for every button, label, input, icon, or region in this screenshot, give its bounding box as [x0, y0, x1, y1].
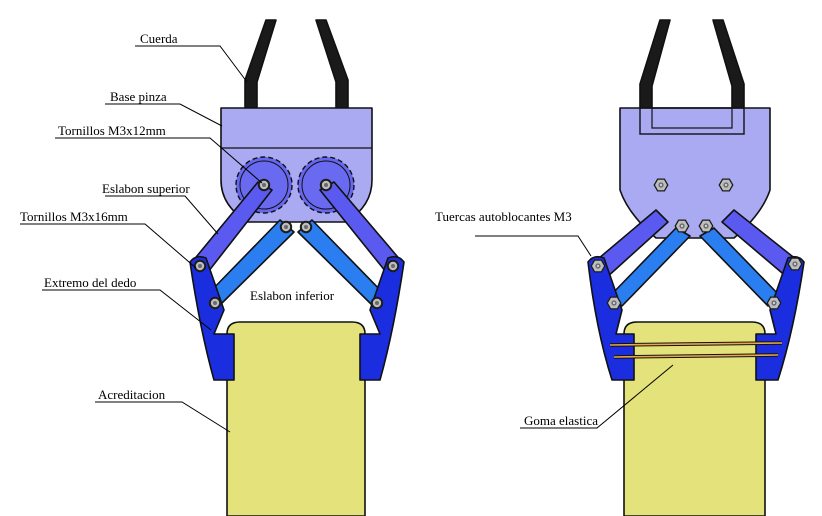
screw-finger-left-bottom: [208, 296, 222, 310]
label-goma: Goma elastica: [524, 413, 598, 428]
left-gripper: [189, 19, 405, 516]
label-base-pinza: Base pinza: [110, 89, 167, 104]
screw-finger-left-top: [193, 259, 207, 273]
gripper-base-back: [619, 107, 771, 239]
screw-finger-right-bottom: [370, 296, 384, 310]
screw-lower-left: [279, 220, 293, 234]
finger-left-back: [587, 255, 635, 381]
finger-right: [359, 255, 405, 381]
accreditation-card-back: [623, 321, 766, 516]
label-extremo-dedo: Extremo del dedo: [44, 275, 136, 290]
cord-left: [244, 19, 277, 109]
screw-lower-right: [299, 220, 313, 234]
label-tuercas: Tuercas autoblocantes M3: [435, 209, 572, 224]
finger-right-back: [755, 255, 805, 381]
lower-link-left-back: [609, 227, 691, 307]
label-cuerda: Cuerda: [140, 31, 178, 46]
right-gripper: [587, 19, 805, 516]
label-eslabon-superior: Eslabon superior: [102, 181, 190, 196]
finger-left: [189, 255, 235, 381]
screw-finger-right-top: [386, 259, 400, 273]
accreditation-card: [226, 321, 366, 516]
leader-lines: [20, 45, 674, 433]
labels: Cuerda Base pinza Tornillos M3x12mm Esla…: [20, 31, 598, 428]
label-acreditacion: Acreditacion: [98, 387, 166, 402]
label-tornillos-m3x16: Tornillos M3x16mm: [20, 209, 128, 224]
rubber-bands: [609, 341, 783, 359]
cord-right: [315, 19, 349, 109]
label-eslabon-inferior: Eslabon inferior: [250, 288, 335, 303]
screw-gear-right: [319, 178, 333, 192]
label-tornillos-m3x12: Tornillos M3x12mm: [58, 123, 166, 138]
